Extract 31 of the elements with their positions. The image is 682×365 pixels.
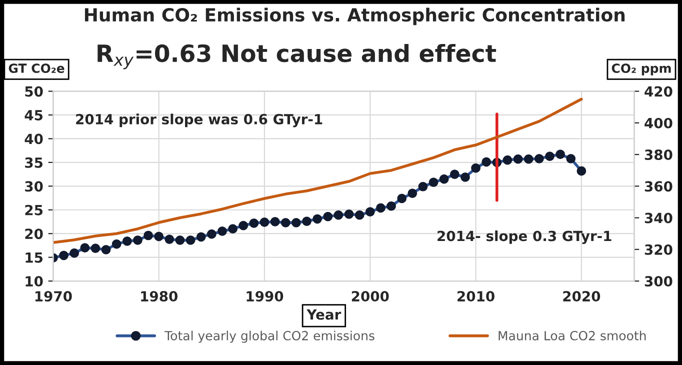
y-tick-label: 20	[25, 228, 43, 240]
y-tick-label: 45	[24, 110, 43, 120]
x-tick-label: 1980	[141, 291, 178, 302]
y2-tick-label: 340	[644, 212, 672, 224]
x-tick-label: 1990	[246, 291, 284, 302]
y2-tick-label: 360	[644, 181, 672, 192]
chart-title: Human CO₂ Emissions vs. Atmospheric Concentration	[84, 8, 625, 26]
y-tick-label: 15	[26, 252, 43, 263]
x-tick-label: 1970	[35, 291, 72, 302]
y-tick-label: 50	[25, 86, 43, 97]
text: R$_{xy}$=0.63 Not cause and effect	[98, 44, 496, 70]
x-tick-label: 2020	[563, 291, 600, 302]
x-tick-label: 2000	[352, 291, 389, 302]
y-tick-label: 30	[25, 181, 43, 192]
y-tick-label: 25	[25, 204, 43, 216]
y-axis-title: GT CO₂e	[8, 64, 64, 73]
y2-tick-label: 420	[644, 86, 672, 97]
y2-tick-label: 380	[644, 149, 672, 160]
y2-tick-label: 300	[644, 276, 672, 287]
x-tick-label: 2010	[458, 291, 494, 302]
y-tick-label: 10	[26, 276, 43, 287]
y2-axis-title: CO₂ ppm	[612, 64, 671, 76]
y2-tick-label: 400	[644, 118, 672, 128]
legend-label: Total yearly global CO2 emissions	[164, 330, 374, 343]
legend-label: Mauna Loa CO2 smooth	[498, 330, 646, 340]
y2-tick-label: 320	[644, 244, 672, 255]
annotation: 2014- slope 0.3 GTyr-1	[438, 230, 612, 244]
x-axis-title: Year	[306, 309, 342, 320]
annotation: 2014 prior slope was 0.6 GTyr-1	[76, 114, 322, 128]
y-tick-label: 40	[24, 134, 43, 144]
y-tick-label: 35	[25, 157, 43, 168]
